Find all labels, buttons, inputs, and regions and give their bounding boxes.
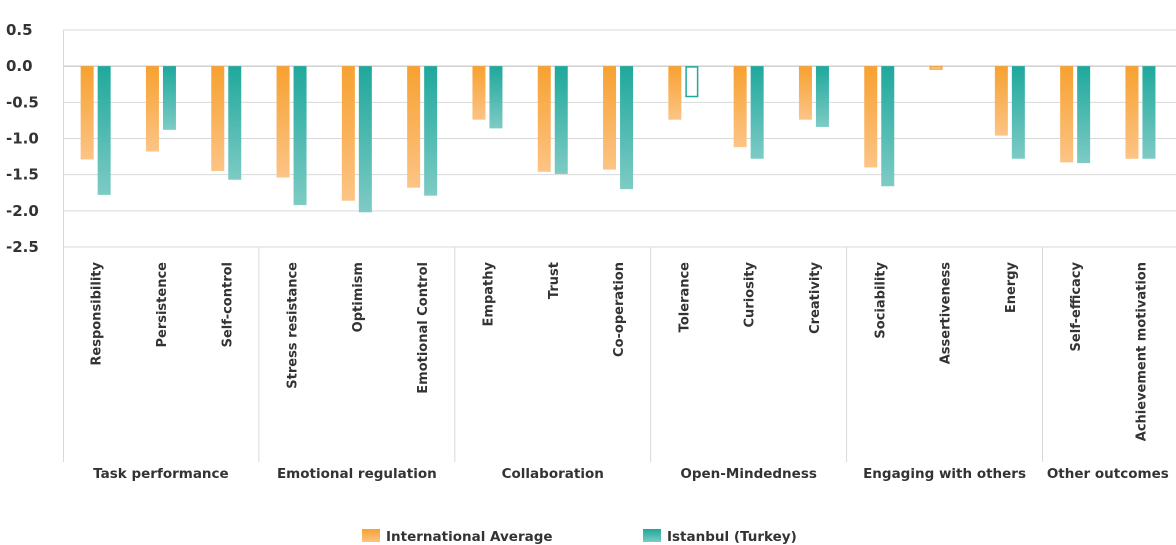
y-tick-label: -0.5 <box>6 93 39 111</box>
x-category-label: Co-operation <box>612 262 627 357</box>
bar-international-average-persistence <box>145 66 159 152</box>
bar-international-average-optimism <box>341 66 355 201</box>
bar-istanbul-turkey-emotional-control <box>424 66 438 196</box>
x-category-label: Emotional Control <box>416 262 431 394</box>
legend-label: International Average <box>386 529 553 545</box>
x-category-label: Creativity <box>808 261 823 333</box>
x-category-label: Persistence <box>155 262 170 348</box>
x-category-label: Optimism <box>351 262 366 332</box>
legend-swatch <box>643 529 661 542</box>
x-category-label: Self-control <box>220 262 235 347</box>
bar-international-average-creativity <box>798 66 812 120</box>
legend-label: Istanbul (Turkey) <box>667 529 797 545</box>
bar-international-average-emotional-control <box>407 66 421 188</box>
x-group-label: Other outcomes <box>1047 466 1169 482</box>
x-group-label: Emotional regulation <box>277 466 437 482</box>
bars <box>80 66 1156 213</box>
x-axis-groups: Task performance Emotional regulation Coll… <box>93 247 1169 482</box>
bar-istanbul-turkey-empathy <box>489 66 503 129</box>
x-category-label: Self-efficacy <box>1069 261 1084 351</box>
bar-istanbul-turkey-energy <box>1011 66 1025 159</box>
x-group-label: Engaging with others <box>863 466 1026 482</box>
y-tick-label: -2.0 <box>6 202 39 220</box>
bar-international-average-curiosity <box>733 66 747 148</box>
gridlines <box>63 29 1176 462</box>
bar-international-average-achievement-motivation <box>1125 66 1139 159</box>
bar-international-average-responsibility <box>80 66 94 160</box>
bar-istanbul-turkey-sociability <box>881 66 895 187</box>
legend: International Average Istanbul (Turkey) <box>362 529 797 545</box>
bar-istanbul-turkey-self-control <box>228 66 242 180</box>
y-tick-label: -1.5 <box>6 166 39 184</box>
bar-istanbul-turkey-creativity <box>815 66 829 127</box>
bar-istanbul-turkey-persistence <box>162 66 176 130</box>
y-tick-label: -2.5 <box>6 238 39 256</box>
x-category-label: Responsibility <box>90 261 105 365</box>
legend-swatch <box>362 529 380 542</box>
y-axis-ticks: 0.5 0.0 -0.5 -1.0 -1.5 -2.0 -2.5 <box>6 21 39 256</box>
bar-international-average-assertiveness <box>929 66 943 70</box>
bar-istanbul-turkey-stress-resistance <box>293 66 307 206</box>
x-category-label: Assertiveness <box>939 262 954 365</box>
x-category-label: Trust <box>547 262 562 299</box>
x-category-label: Stress resistance <box>286 262 301 389</box>
x-category-label: Energy <box>1004 261 1019 313</box>
bar-international-average-tolerance <box>668 66 682 120</box>
x-category-label: Tolerance <box>677 262 692 332</box>
bar-international-average-self-efficacy <box>1060 66 1074 163</box>
y-tick-label: 0.0 <box>6 57 33 75</box>
x-axis-categories: Responsibility Persistence Self-control Str… <box>90 261 1150 441</box>
bar-istanbul-turkey-trust <box>554 66 568 174</box>
y-tick-label: -1.0 <box>6 130 39 148</box>
bar-istanbul-turkey-achievement-motivation <box>1142 66 1156 159</box>
bar-istanbul-turkey-self-efficacy <box>1077 66 1091 164</box>
x-category-label: Sociability <box>873 261 888 338</box>
bar-istanbul-turkey-responsibility <box>97 66 111 195</box>
x-group-label: Task performance <box>93 466 229 482</box>
x-group-label: Collaboration <box>502 466 604 482</box>
bar-international-average-co-operation <box>603 66 617 170</box>
x-category-label: Empathy <box>481 261 496 326</box>
bar-international-average-empathy <box>472 66 486 120</box>
x-category-label: Achievement motivation <box>1134 262 1149 441</box>
bar-international-average-sociability <box>864 66 878 168</box>
x-group-label: Open-Mindedness <box>680 466 817 482</box>
bar-international-average-self-control <box>211 66 225 172</box>
x-category-label: Curiosity <box>743 261 758 327</box>
bar-istanbul-turkey-curiosity <box>750 66 764 159</box>
bar-istanbul-turkey-optimism <box>358 66 372 213</box>
bar-istanbul-turkey-tolerance <box>685 66 699 98</box>
bar-international-average-stress-resistance <box>276 66 290 178</box>
bar-istanbul-turkey-co-operation <box>620 66 634 190</box>
bar-international-average-trust <box>537 66 551 172</box>
y-tick-label: 0.5 <box>6 21 33 39</box>
bar-international-average-energy <box>994 66 1008 136</box>
